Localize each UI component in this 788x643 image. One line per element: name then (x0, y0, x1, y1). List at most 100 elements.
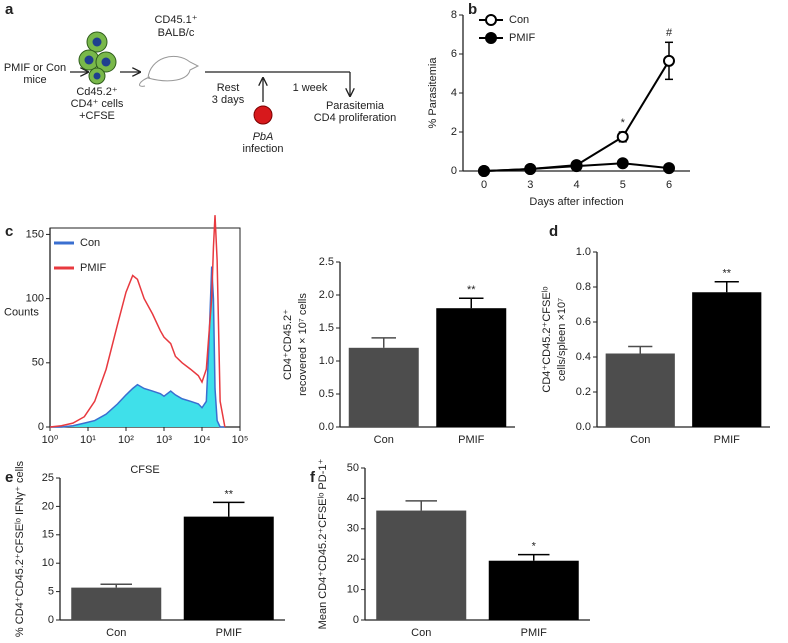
legend-marker (485, 14, 497, 26)
point (663, 162, 675, 175)
bar (71, 587, 162, 620)
rest-label: 3 days (212, 94, 245, 106)
y-tick-label: 1.5 (319, 322, 334, 334)
annotation: ** (224, 488, 233, 500)
annotation: ** (722, 268, 731, 280)
y-tick-label: 0.6 (576, 316, 591, 328)
panel-label: d (549, 223, 558, 240)
x-tick-label: 10⁴ (194, 434, 211, 446)
y-tick-label: 1.0 (319, 355, 334, 367)
point (524, 163, 537, 176)
y-tick-label: 0 (48, 614, 54, 626)
interval-label: 1 week (293, 82, 328, 94)
x-tick-label: Con (106, 627, 126, 639)
y-tick-label: 100 (26, 293, 44, 305)
y-tick-label: 2.5 (319, 256, 334, 268)
x-tick-label: PMIF (714, 434, 741, 446)
y-tick-label: 50 (32, 357, 44, 369)
y-tick-label: 0.2 (576, 386, 591, 398)
annotation: * (621, 117, 626, 129)
schematic: a PMIF or Con mice Cd45.2⁺ CD4⁺ cells +C… (4, 1, 396, 155)
x-tick-label: Con (411, 627, 431, 639)
x-tick-label: 5 (620, 179, 626, 191)
y-axis-label: Mean CD4⁺CD45.2⁺CFSEˡᵒ PD-1⁺ (317, 458, 329, 629)
x-tick-label: PMIF (521, 627, 548, 639)
legend-label: Con (80, 237, 100, 249)
x-tick-label: Con (630, 434, 650, 446)
y-tick-label: 15 (42, 529, 54, 541)
cells-icon (78, 31, 117, 85)
x-tick-label: 10² (118, 434, 134, 446)
legend-marker (485, 32, 497, 44)
y-tick-label: 0.0 (319, 421, 334, 433)
panel-label: a (5, 1, 14, 18)
x-axis-label: CFSE (130, 464, 159, 476)
y-tick-label: 2 (451, 126, 457, 138)
y-tick-label: 10 (42, 557, 54, 569)
panel-label: c (5, 223, 13, 240)
x-tick-label: 4 (573, 179, 579, 191)
y-axis-label: cells/spleen ×10⁷ (556, 298, 568, 381)
infection-label: PbA (253, 131, 274, 143)
y-tick-label: 6 (451, 48, 457, 60)
bar (692, 292, 762, 427)
x-tick-label: 3 (527, 179, 533, 191)
histogram-curve (49, 215, 226, 428)
y-tick-label: 30 (347, 523, 359, 535)
y-tick-label: 4 (451, 87, 457, 99)
x-tick-label: 0 (481, 179, 487, 191)
panel-label: b (468, 1, 477, 18)
y-tick-label: 0 (353, 614, 359, 626)
y-tick-label: 8 (451, 9, 457, 21)
x-tick-label: 6 (666, 179, 672, 191)
y-tick-label: 0.5 (319, 388, 334, 400)
readout-label: Parasitemia (326, 100, 385, 112)
panel-label: f (310, 469, 316, 486)
y-tick-label: 10 (347, 584, 359, 596)
x-axis-label: Days after infection (529, 196, 623, 208)
y-tick-label: 20 (347, 553, 359, 565)
cells-label: Cd45.2⁺ (76, 86, 117, 98)
y-axis-label: Counts (4, 306, 39, 318)
source-label: PMIF or Con (4, 62, 66, 74)
x-tick-label: 10³ (156, 434, 172, 446)
histogram-fill (50, 266, 225, 427)
y-tick-label: 0.8 (576, 281, 591, 293)
annotation: # (666, 27, 673, 39)
point (616, 130, 629, 143)
recipient-label: CD45.1⁺ (154, 14, 197, 26)
y-tick-label: 50 (347, 462, 359, 474)
point (570, 160, 583, 173)
bar (348, 347, 419, 427)
panel-label: e (5, 469, 13, 486)
y-axis-label: CD4⁺CD45.2⁺ (282, 309, 294, 380)
cells-label: +CFSE (79, 110, 115, 122)
y-tick-label: 0.0 (576, 421, 591, 433)
bar (376, 510, 467, 620)
annotation: ** (467, 284, 476, 296)
legend-label: PMIF (80, 262, 107, 274)
y-tick-label: 5 (48, 586, 54, 598)
point (663, 54, 675, 67)
y-tick-label: 0.4 (576, 351, 591, 363)
y-axis-label: CD4⁺CD45.2⁺CFSEˡᵒ (541, 286, 553, 392)
y-tick-label: 0 (451, 165, 457, 177)
series-line (483, 60, 670, 172)
y-tick-label: 150 (26, 228, 44, 240)
legend-label: Con (509, 14, 529, 26)
bar (436, 308, 507, 427)
source-label: mice (23, 74, 46, 86)
x-tick-label: Con (374, 434, 394, 446)
y-tick-label: 0 (38, 421, 44, 433)
y-tick-label: 40 (347, 492, 359, 504)
parasite-icon (253, 105, 273, 125)
rest-label: Rest (217, 82, 240, 94)
x-tick-label: 10⁵ (232, 434, 249, 446)
y-tick-label: 2.0 (319, 289, 334, 301)
recipient-label: BALB/c (158, 27, 195, 39)
x-tick-label: 10⁰ (42, 434, 59, 446)
infection-label: infection (243, 143, 284, 155)
readout-label: CD4 proliferation (314, 112, 397, 124)
